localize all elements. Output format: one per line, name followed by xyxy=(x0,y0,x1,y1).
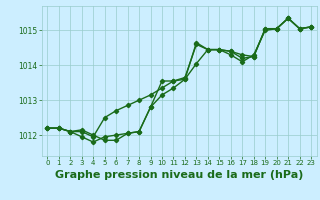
X-axis label: Graphe pression niveau de la mer (hPa): Graphe pression niveau de la mer (hPa) xyxy=(55,170,303,180)
